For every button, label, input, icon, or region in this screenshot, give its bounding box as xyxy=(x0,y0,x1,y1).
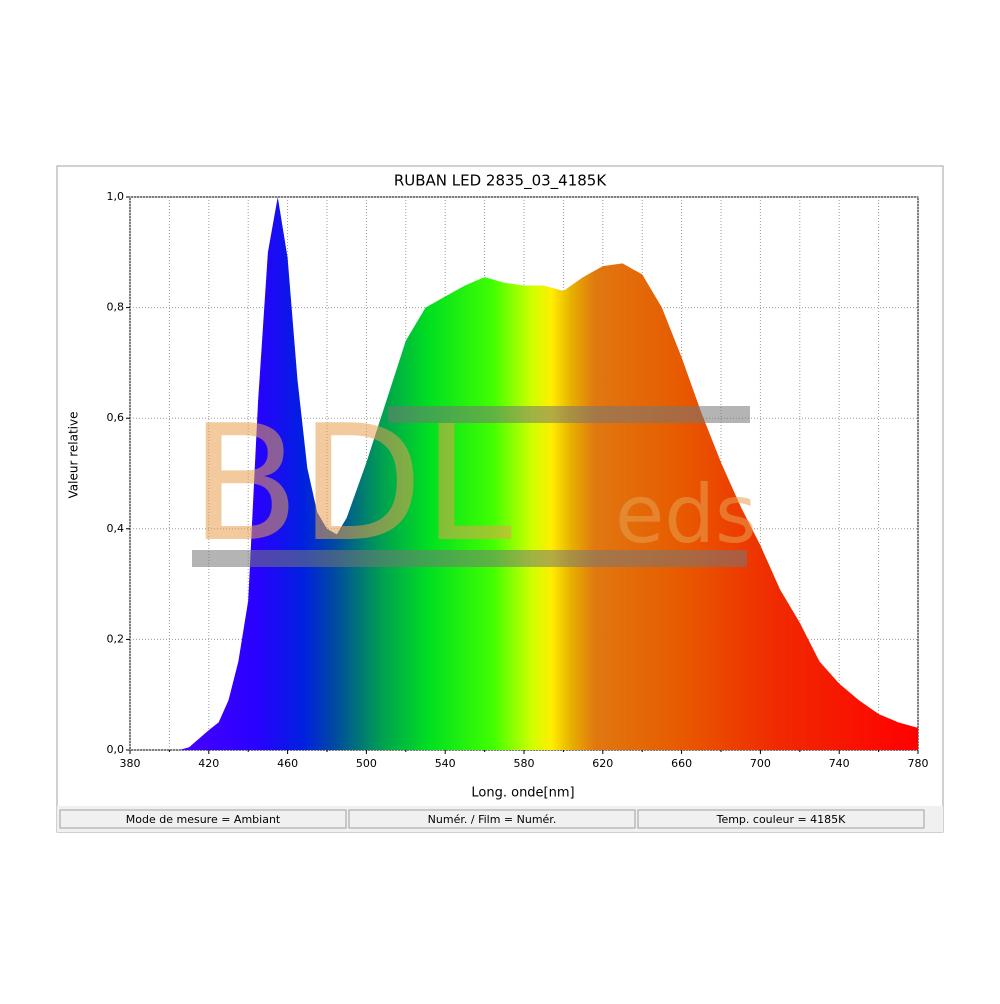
watermark-bar xyxy=(192,550,747,567)
x-tick-label: 540 xyxy=(435,757,456,770)
x-tick-label: 620 xyxy=(592,757,613,770)
chart-title: RUBAN LED 2835_03_4185K xyxy=(394,172,608,191)
y-tick-label: 0,0 xyxy=(107,743,125,756)
y-tick-label: 1,0 xyxy=(107,190,125,203)
x-tick-label: 460 xyxy=(277,757,298,770)
status-text: Mode de mesure = Ambiant xyxy=(126,813,281,826)
watermark: BDL eds xyxy=(190,390,757,577)
status-text: Numér. / Film = Numér. xyxy=(428,813,557,826)
status-cell xyxy=(637,809,925,829)
watermark-text: eds xyxy=(615,468,757,561)
x-tick-label: 580 xyxy=(514,757,535,770)
x-axis-label: Long. onde[nm] xyxy=(471,786,574,801)
status-cell xyxy=(59,809,347,829)
watermark-bar xyxy=(388,406,750,423)
y-axis-label: Valeur relative xyxy=(67,412,81,499)
y-tick-label: 0,4 xyxy=(107,522,125,535)
x-tick-label: 780 xyxy=(908,757,929,770)
y-tick-label: 0,2 xyxy=(107,632,125,645)
x-tick-label: 420 xyxy=(198,757,219,770)
marks xyxy=(179,197,918,750)
status-cell xyxy=(348,809,636,829)
x-tick-label: 700 xyxy=(750,757,771,770)
x-tick-label: 740 xyxy=(829,757,850,770)
spectrum-area xyxy=(179,197,918,750)
y-tick-label: 0,8 xyxy=(107,301,125,314)
status-text: Temp. couleur = 4185K xyxy=(716,813,847,826)
y-tick-label: 0,6 xyxy=(107,411,125,424)
x-tick-label: 380 xyxy=(120,757,141,770)
x-tick-label: 660 xyxy=(671,757,692,770)
x-tick-label: 500 xyxy=(356,757,377,770)
